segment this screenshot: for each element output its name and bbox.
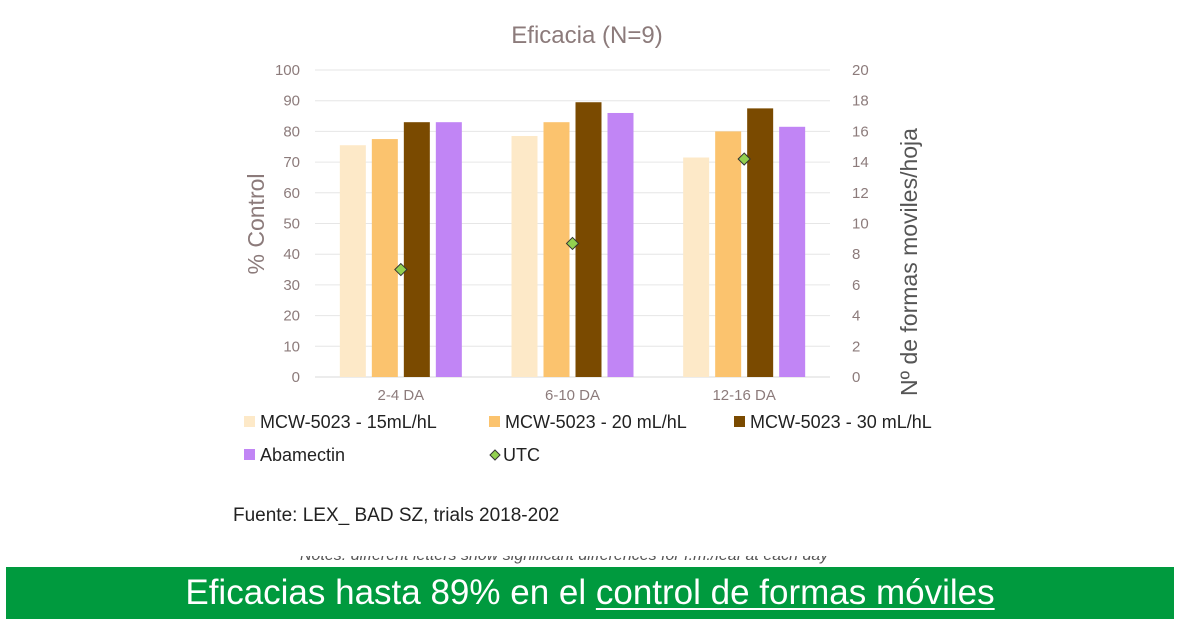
bar [683, 157, 710, 377]
efficacy-chart: Eficacia (N=9) % Control Nº de formas mo… [243, 22, 932, 465]
legend-swatch [489, 449, 501, 461]
bar [575, 102, 602, 378]
utc-marker [565, 236, 580, 251]
bar [511, 136, 538, 377]
legend-label: MCW-5023 - 15mL/hL [260, 412, 437, 432]
y-tick-label: 30 [283, 277, 300, 294]
y-tick-label: 80 [283, 123, 300, 140]
y-tick-label: 90 [283, 93, 300, 110]
bar [371, 139, 398, 377]
legend-label: MCW-5023 - 30 mL/hL [750, 412, 932, 432]
bar [339, 145, 366, 377]
x-tick-label: 12-16 DA [712, 387, 775, 404]
y2-tick-label: 0 [852, 369, 860, 386]
bar [747, 108, 774, 377]
y2-tick-label: 12 [852, 185, 869, 202]
utc-marker [737, 152, 751, 166]
y-axis-label: % Control [243, 174, 269, 275]
bar [715, 131, 742, 377]
y-tick-label: 0 [292, 369, 300, 386]
y2-axis-label: Nº de formas moviles/hoja [896, 128, 922, 396]
y2-tick-label: 18 [852, 93, 869, 110]
y2-tick-label: 10 [852, 216, 869, 233]
legend-swatch [734, 416, 745, 427]
y-tick-label: 50 [283, 216, 300, 233]
y2-tick-label: 6 [852, 277, 860, 294]
bar [779, 126, 806, 377]
cutoff-note: Notes: different letters show significan… [300, 556, 920, 568]
utc-marker [394, 262, 408, 277]
bar [607, 112, 634, 377]
y2-tick-label: 14 [852, 154, 869, 171]
chart-title: Eficacia (N=9) [511, 22, 662, 49]
x-tick-label: 2-4 DA [377, 387, 424, 404]
y2-tick-label: 4 [852, 308, 860, 325]
y-tick-label: 60 [283, 185, 300, 202]
conclusion-banner: Eficacias hasta 89% en el control de for… [6, 567, 1174, 619]
y2-tick-label: 8 [852, 246, 860, 263]
y-tick-label: 70 [283, 154, 300, 171]
y-tick-label: 40 [283, 246, 300, 263]
legend-label: UTC [503, 445, 540, 465]
legend-swatch [244, 416, 255, 427]
bar [435, 122, 462, 377]
y-tick-label: 100 [275, 62, 300, 79]
legend-label: MCW-5023 - 20 mL/hL [505, 412, 687, 432]
x-tick-label: 6-10 DA [545, 387, 600, 404]
source-footnote: Fuente: LEX_ BAD SZ, trials 2018-202 [233, 505, 560, 526]
y2-tick-label: 20 [852, 62, 869, 79]
banner-underlined-text: control de formas móviles [595, 573, 995, 612]
legend-swatch [244, 449, 255, 460]
bar [543, 122, 570, 377]
banner-text: Eficacias hasta 89% en el [185, 573, 587, 612]
legend-swatch [489, 416, 500, 427]
legend-label: Abamectin [260, 445, 345, 465]
y2-tick-label: 16 [852, 123, 869, 140]
y-tick-label: 10 [283, 338, 300, 355]
bar [403, 122, 430, 377]
y2-tick-label: 2 [852, 338, 860, 355]
y-tick-label: 20 [283, 308, 300, 325]
cutoff-note-text: Notes: different letters show significan… [300, 556, 828, 564]
